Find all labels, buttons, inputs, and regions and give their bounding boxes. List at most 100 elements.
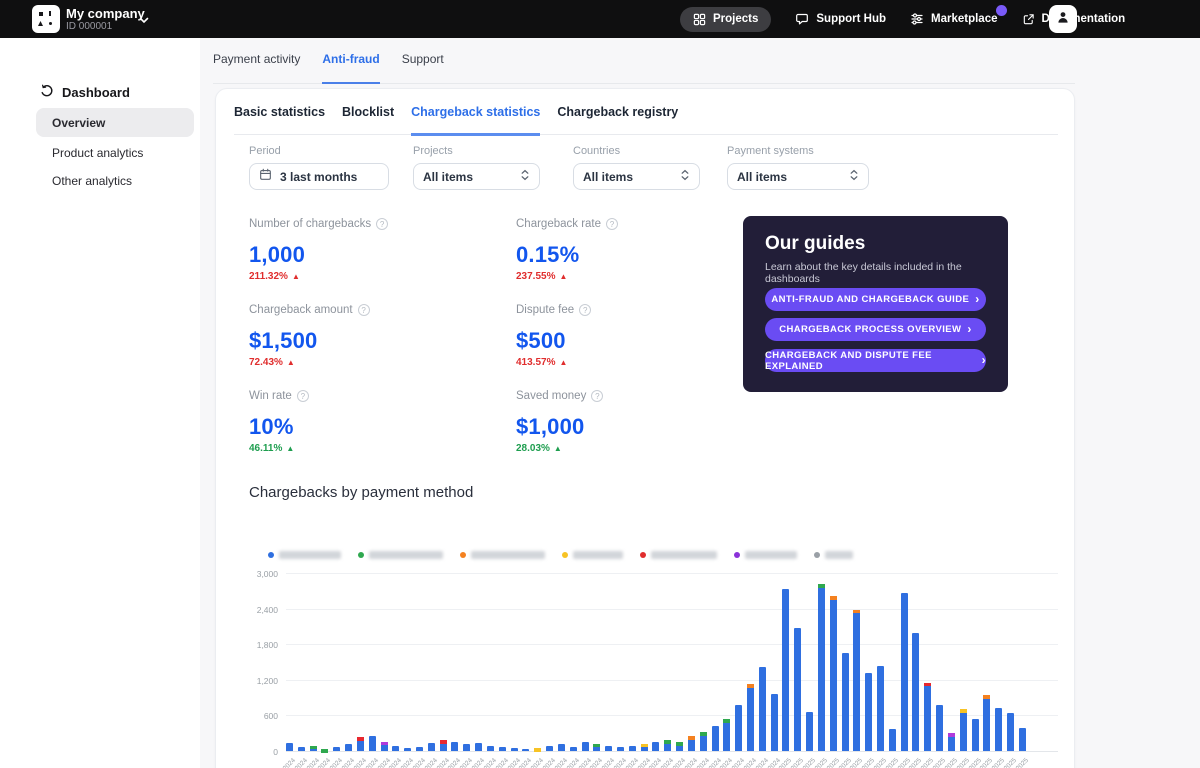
legend-item-2[interactable]: [460, 551, 545, 559]
legend-dot: [358, 552, 364, 558]
profile-button[interactable]: [1049, 5, 1077, 33]
bar: [475, 742, 483, 751]
bar: [557, 743, 565, 751]
tab-blocklist[interactable]: Blocklist: [342, 105, 395, 119]
bar-segment-purple: [380, 741, 388, 746]
legend-label-blurred: [825, 551, 853, 559]
bar: [794, 628, 802, 751]
stat-card: Chargeback amount ? $1,500 72.43% ▲: [249, 297, 516, 383]
tab-chargeback-registry[interactable]: Chargeback registry: [557, 105, 679, 119]
bar: [605, 745, 613, 751]
payment-systems-select[interactable]: All items: [727, 163, 869, 190]
bar: [770, 694, 778, 751]
logo-mark: [49, 11, 51, 16]
y-axis-tick-label: 2,400: [256, 604, 278, 615]
period-date-input[interactable]: 3 last months: [249, 163, 389, 190]
legend-label-blurred: [369, 551, 443, 559]
legend-item-3[interactable]: [562, 551, 623, 559]
guides-card: Our guides Learn about the key details i…: [743, 216, 1008, 392]
legend-label-blurred: [651, 551, 717, 559]
gridline: [286, 644, 1058, 646]
bar: [865, 673, 873, 751]
bar: [652, 742, 660, 751]
projects-select-value: All items: [423, 169, 474, 184]
support-hub-button[interactable]: Support Hub: [795, 12, 886, 26]
bar: [333, 747, 341, 751]
sidebar-item-overview[interactable]: Overview: [36, 108, 194, 137]
legend-dot: [814, 552, 820, 558]
chevron-down-icon[interactable]: [138, 13, 150, 31]
arrow-up-icon: ▲: [559, 358, 568, 367]
bar: [971, 718, 979, 751]
bar-segment-green: [723, 719, 731, 723]
bar: [593, 743, 601, 751]
bar-segment-red: [924, 682, 932, 687]
bar: [640, 743, 648, 751]
legend-label-blurred: [745, 551, 797, 559]
help-icon[interactable]: ?: [357, 304, 370, 316]
stat-delta: 237.55%: [516, 271, 556, 282]
tab-anti-fraud[interactable]: Anti-fraud: [322, 48, 380, 84]
help-icon[interactable]: ?: [376, 218, 389, 230]
company-logo[interactable]: [32, 5, 60, 33]
logo-mark: [49, 22, 52, 25]
bar: [687, 736, 695, 751]
bar-segment-green: [699, 732, 707, 736]
tab-payment-activity[interactable]: Payment activity: [213, 52, 301, 66]
legend-dot: [640, 552, 646, 558]
external-link-icon: [1022, 13, 1035, 26]
statistics-tabs: Basic statistics Blocklist Chargeback st…: [234, 101, 1058, 136]
stat-card: Number of chargebacks ? 1,000 211.32% ▲: [249, 211, 516, 297]
bar: [486, 745, 494, 751]
sidebar-item-other-analytics[interactable]: Other analytics: [52, 173, 133, 188]
help-icon[interactable]: ?: [579, 304, 592, 316]
guide-button-process-overview[interactable]: CHARGEBACK PROCESS OVERVIEW ›: [765, 318, 986, 341]
bar: [345, 744, 353, 751]
sidebar-item-product-analytics[interactable]: Product analytics: [52, 145, 144, 160]
help-icon[interactable]: ?: [296, 390, 309, 402]
stat-delta: 211.32%: [249, 271, 288, 282]
guide-button-anti-fraud[interactable]: ANTI-FRAUD AND CHARGEBACK GUIDE ›: [765, 288, 986, 311]
stat-value: $1,000: [516, 414, 585, 439]
company-name[interactable]: My company: [66, 6, 145, 21]
help-icon[interactable]: ?: [591, 390, 604, 402]
sidebar-title: Dashboard: [62, 85, 130, 100]
undo-arrow-icon[interactable]: [40, 84, 54, 101]
filter-countries: Countries All items: [573, 145, 700, 190]
bar-segment-orange: [983, 695, 991, 699]
countries-select[interactable]: All items: [573, 163, 700, 190]
bar: [936, 704, 944, 751]
legend-dot: [562, 552, 568, 558]
bar: [534, 748, 542, 752]
marketplace-button[interactable]: Marketplace: [910, 5, 1007, 26]
bar: [900, 592, 908, 751]
bar: [451, 741, 459, 751]
stat-card: Win rate ? 10% 46.11% ▲: [249, 383, 516, 469]
help-icon[interactable]: ?: [606, 218, 619, 230]
legend-item-4[interactable]: [640, 551, 717, 559]
projects-select[interactable]: All items: [413, 163, 540, 190]
legend-item-0[interactable]: [268, 551, 341, 559]
tab-basic-statistics[interactable]: Basic statistics: [234, 105, 326, 119]
guide-button-dispute-fee[interactable]: CHARGEBACK AND DISPUTE FEE EXPLAINED ›: [765, 349, 986, 372]
bar-segment-purple: [947, 733, 955, 737]
filter-period-label: Period: [249, 145, 281, 157]
logo-mark: [38, 21, 43, 26]
bar-segment-green: [817, 583, 825, 588]
bar: [581, 742, 589, 751]
guide-button-label: CHARGEBACK AND DISPUTE FEE EXPLAINED: [765, 349, 932, 372]
bar-segment-green: [676, 742, 684, 746]
y-axis-tick-label: 1,200: [256, 675, 278, 686]
guide-button-label: CHARGEBACK PROCESS OVERVIEW: [779, 324, 962, 335]
legend-item-5[interactable]: [734, 551, 797, 559]
tab-support[interactable]: Support: [401, 52, 444, 66]
projects-icon: [693, 13, 706, 26]
filter-payment-systems-label: Payment systems: [727, 145, 814, 157]
legend-item-1[interactable]: [358, 551, 443, 559]
chevron-right-icon: ›: [967, 322, 972, 336]
bar: [723, 719, 731, 751]
projects-button[interactable]: Projects: [680, 6, 772, 32]
legend-item-6[interactable]: [814, 551, 853, 559]
bar-segment-orange: [853, 609, 861, 614]
tab-chargeback-statistics[interactable]: Chargeback statistics: [411, 101, 541, 136]
